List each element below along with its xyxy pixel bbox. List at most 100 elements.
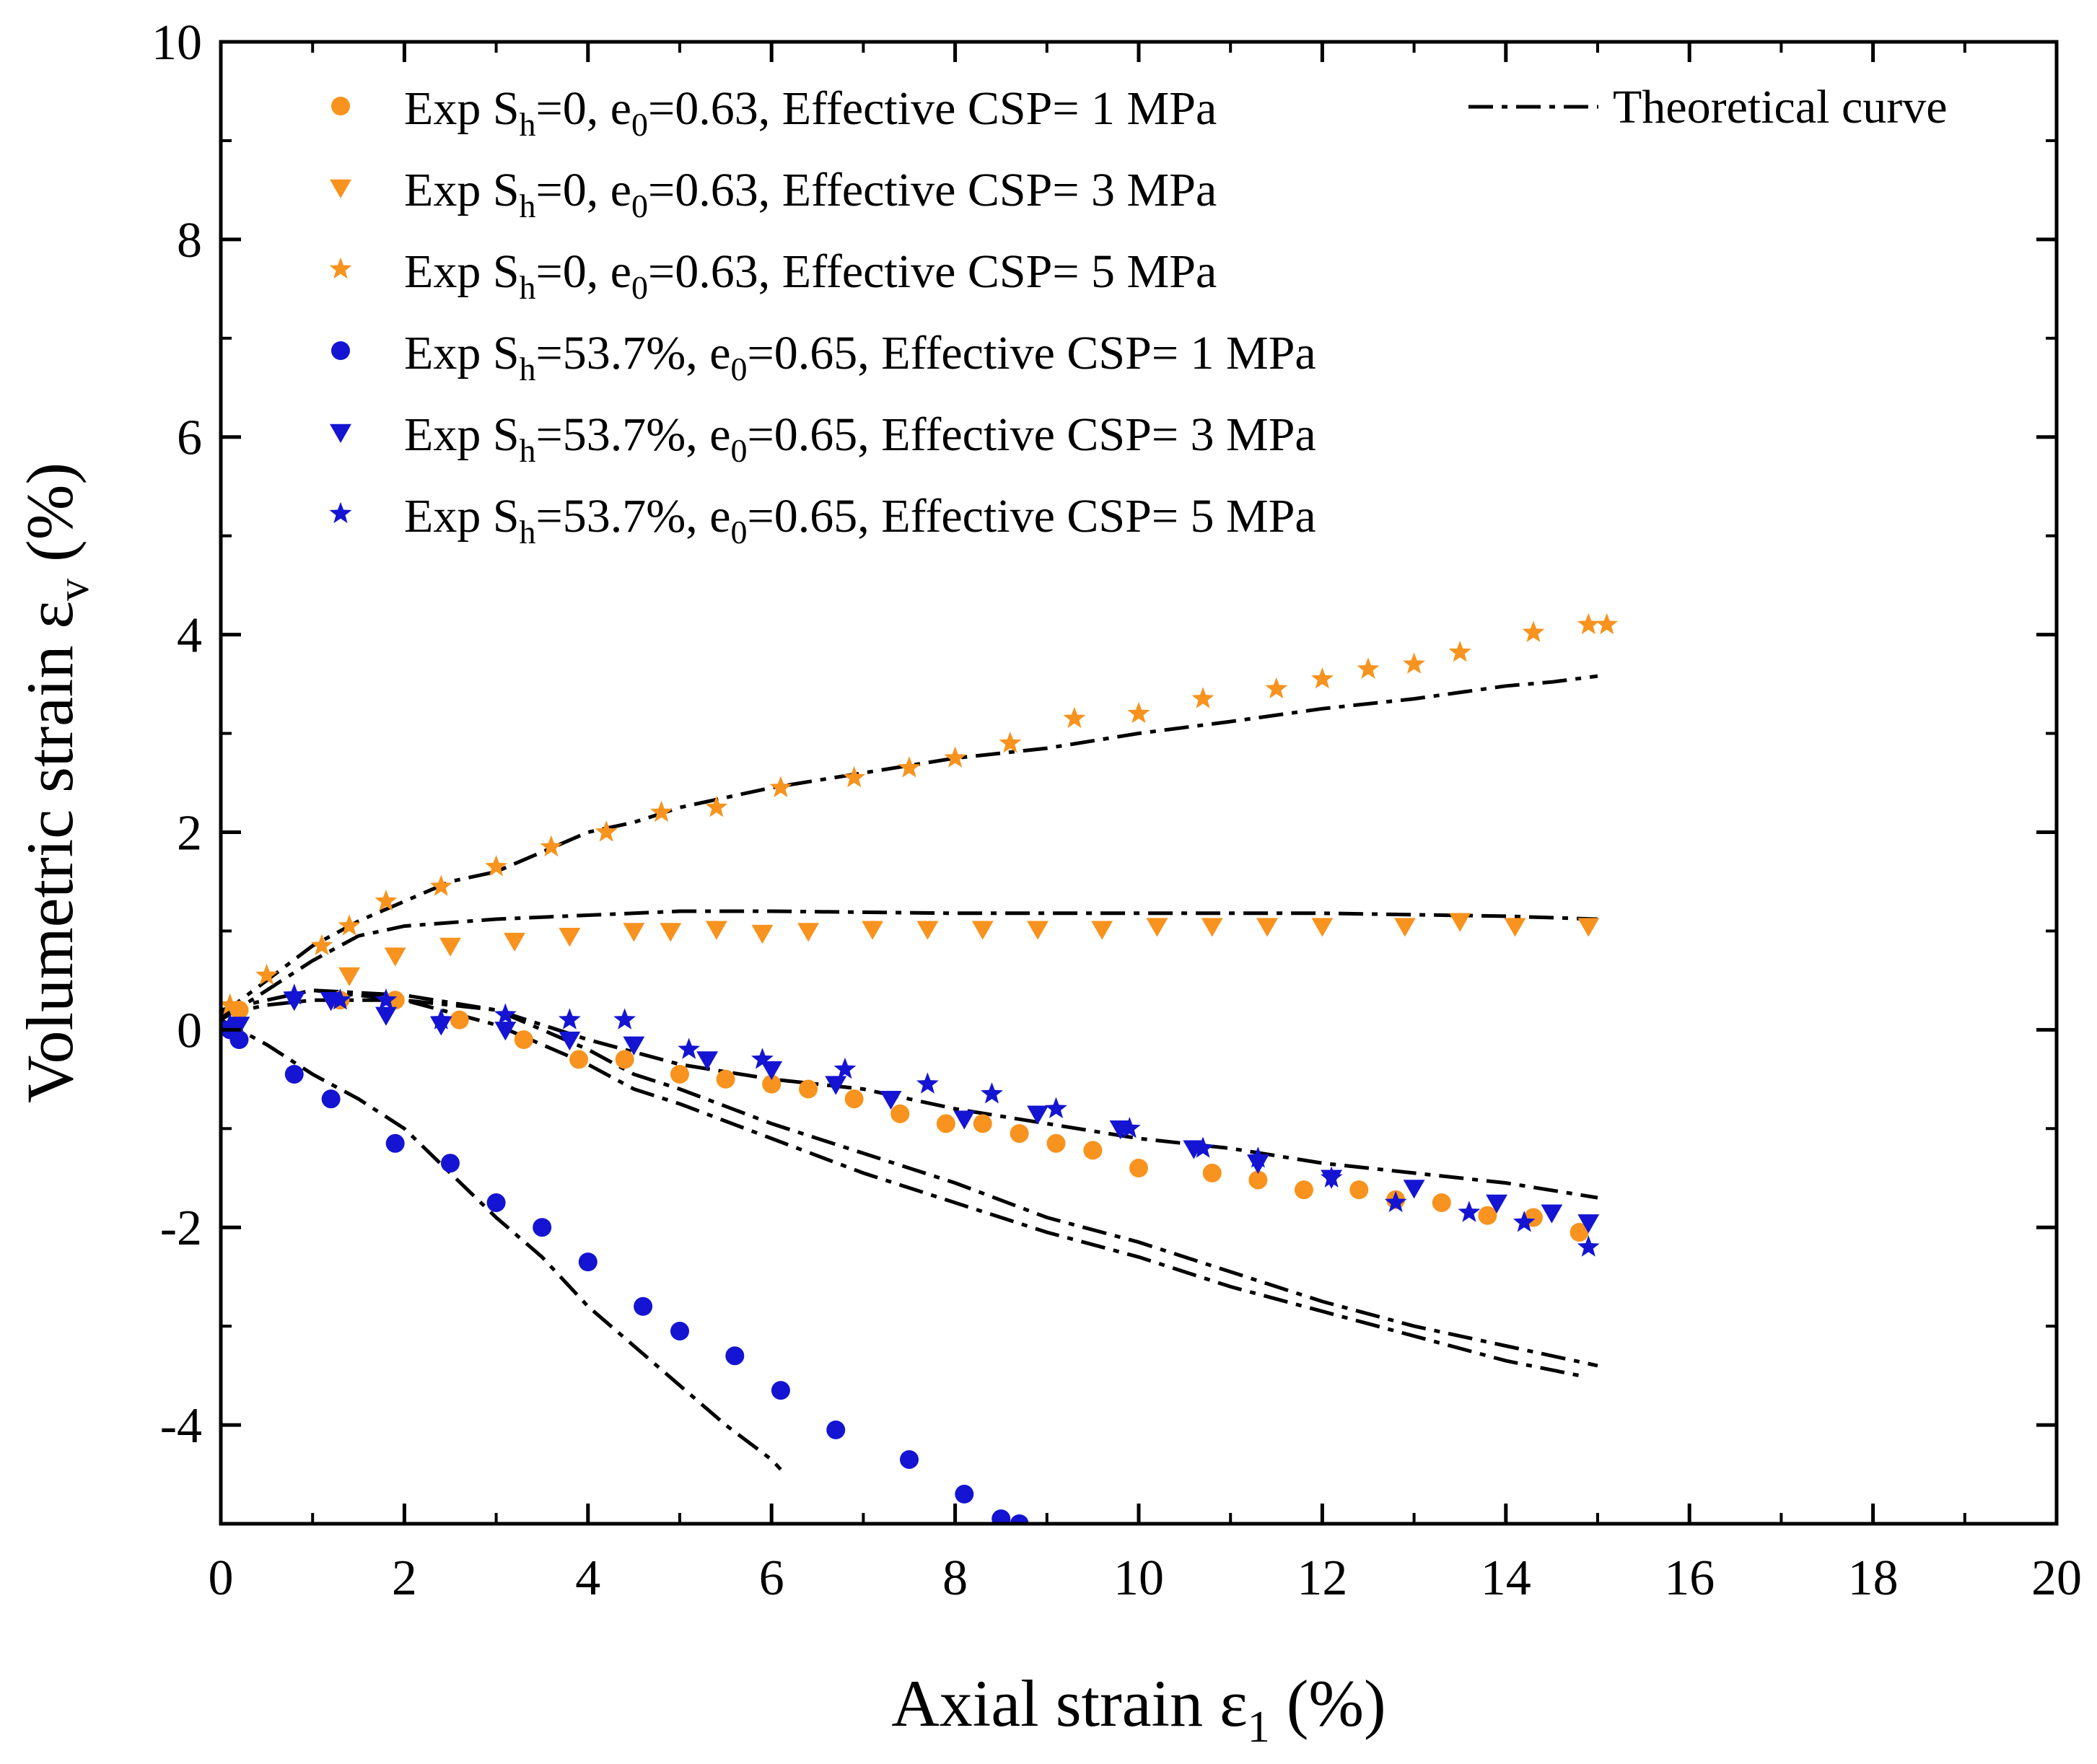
data-point bbox=[1541, 1204, 1563, 1224]
data-point bbox=[1311, 918, 1334, 937]
legend-item-3: Exp Sh=0, e0=0.63, Effective CSP= 5 MPa bbox=[329, 245, 1217, 306]
data-point bbox=[1083, 1141, 1103, 1160]
x-tick-label: 4 bbox=[575, 1550, 600, 1606]
data-point bbox=[898, 756, 921, 778]
legend-label: Theoretical curve bbox=[1613, 81, 1948, 133]
legend-item-5: Exp Sh=53.7%, e0=0.65, Effective CSP= 3 … bbox=[330, 408, 1316, 469]
data-point bbox=[1256, 918, 1279, 937]
data-point bbox=[771, 1381, 790, 1400]
theoretical-curve-4 bbox=[221, 988, 1598, 1368]
axes: 0 2 4 6 8 10 12 14 16 18 20 -4 -2 0 2 4 6 8 10 Axial strain… bbox=[13, 15, 2082, 1752]
data-point bbox=[650, 800, 673, 822]
data-point bbox=[1504, 918, 1526, 937]
data-point bbox=[310, 934, 333, 956]
data-point bbox=[1027, 921, 1049, 940]
data-point bbox=[1478, 1206, 1497, 1225]
data-point bbox=[284, 1064, 304, 1084]
legend-label: Exp Sh=0, e0=0.63, Effective CSP= 1 MPa bbox=[404, 82, 1217, 143]
data-point bbox=[762, 1074, 782, 1094]
data-point bbox=[862, 921, 884, 940]
data-point bbox=[890, 1104, 910, 1123]
data-point bbox=[1091, 921, 1113, 940]
data-point bbox=[1118, 1117, 1141, 1138]
data-point bbox=[384, 947, 406, 967]
x-axis-title: Axial strain ε1 (%) bbox=[891, 1667, 1385, 1752]
legend-marker bbox=[329, 257, 352, 279]
data-point bbox=[1201, 918, 1223, 937]
data-point bbox=[559, 928, 581, 947]
legend-item-2: Exp Sh=0, e0=0.63, Effective CSP= 3 MPa bbox=[330, 164, 1217, 224]
plot-area bbox=[221, 613, 1619, 1524]
data-point bbox=[533, 1218, 552, 1237]
data-point bbox=[1349, 1180, 1369, 1200]
data-point bbox=[504, 932, 525, 952]
legend-marker bbox=[330, 179, 351, 198]
data-point bbox=[229, 1030, 249, 1050]
data-point bbox=[430, 1017, 452, 1036]
data-point bbox=[916, 1072, 939, 1094]
data-point bbox=[1357, 657, 1380, 679]
data-point bbox=[1127, 701, 1150, 724]
data-point bbox=[338, 914, 361, 936]
data-point bbox=[843, 765, 866, 788]
legend-label: Exp Sh=53.7%, e0=0.65, Effective CSP= 3 … bbox=[404, 408, 1316, 469]
data-point bbox=[716, 1069, 735, 1089]
data-point bbox=[1393, 918, 1416, 937]
data-point bbox=[375, 890, 398, 911]
data-point bbox=[953, 1110, 976, 1130]
legend-marker bbox=[331, 97, 350, 115]
x-tick-label: 10 bbox=[1113, 1550, 1164, 1606]
data-point bbox=[797, 923, 820, 942]
data-point bbox=[634, 1296, 653, 1316]
data-point bbox=[540, 835, 563, 857]
data-point bbox=[1577, 1235, 1600, 1257]
data-point bbox=[283, 992, 305, 1012]
data-point bbox=[799, 1079, 818, 1099]
legend-label: Exp Sh=53.7%, e0=0.65, Effective CSP= 5 … bbox=[404, 490, 1316, 550]
data-point bbox=[1595, 613, 1619, 635]
series-3 bbox=[221, 613, 1619, 1015]
data-point bbox=[450, 1010, 469, 1030]
series-6 bbox=[221, 983, 1600, 1257]
data-point bbox=[705, 796, 728, 817]
x-tick-label: 20 bbox=[2031, 1550, 2082, 1606]
data-point bbox=[825, 1076, 847, 1095]
data-point bbox=[558, 1008, 581, 1030]
data-point bbox=[944, 746, 967, 768]
data-point bbox=[705, 921, 727, 940]
legend-item-theoretical: Theoretical curve bbox=[1468, 81, 1948, 133]
data-point bbox=[595, 820, 618, 842]
data-point bbox=[1265, 677, 1288, 699]
data-point bbox=[1403, 652, 1426, 674]
legend-item-6: Exp Sh=53.7%, e0=0.65, Effective CSP= 5 … bbox=[329, 490, 1316, 550]
data-point bbox=[1129, 1159, 1148, 1178]
data-point bbox=[1486, 1194, 1508, 1214]
series-1 bbox=[229, 991, 1589, 1242]
data-point bbox=[429, 874, 452, 896]
data-point bbox=[1027, 1105, 1049, 1125]
legend-label: Exp Sh=0, e0=0.63, Effective CSP= 3 MPa bbox=[404, 164, 1217, 224]
data-point bbox=[1384, 1190, 1407, 1213]
data-point bbox=[1010, 1124, 1029, 1144]
data-point bbox=[1248, 1170, 1268, 1190]
data-point bbox=[441, 1154, 460, 1173]
data-point bbox=[696, 1051, 719, 1071]
data-point bbox=[613, 1008, 636, 1030]
x-tick-label: 12 bbox=[1297, 1550, 1347, 1606]
data-point bbox=[1010, 1514, 1029, 1524]
y-tick-label: 6 bbox=[177, 411, 202, 466]
legend-marker bbox=[329, 501, 352, 524]
y-tick-label: 4 bbox=[177, 608, 202, 664]
data-point bbox=[221, 993, 242, 1015]
legend-marker bbox=[330, 424, 351, 443]
data-point bbox=[833, 1057, 857, 1079]
data-point bbox=[1570, 1223, 1589, 1242]
y-tick-label: -4 bbox=[160, 1398, 202, 1454]
data-point bbox=[1191, 1136, 1214, 1158]
data-point bbox=[328, 988, 351, 1010]
data-point bbox=[955, 1484, 974, 1504]
data-point bbox=[1045, 1097, 1067, 1118]
theoretical-curve-3 bbox=[221, 988, 1598, 1200]
legend-label: Exp Sh=0, e0=0.63, Effective CSP= 5 MPa bbox=[404, 245, 1217, 306]
